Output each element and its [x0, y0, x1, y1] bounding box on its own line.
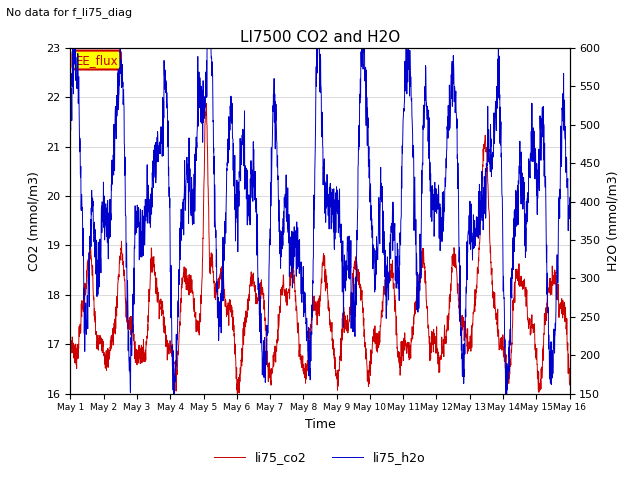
li75_co2: [234, 391, 241, 396]
li75_h2o: [206, 45, 214, 51]
Legend: li75_co2, li75_h2o: li75_co2, li75_h2o: [209, 446, 431, 469]
Title: LI7500 CO2 and H2O: LI7500 CO2 and H2O: [240, 30, 400, 46]
Text: No data for f_li75_diag: No data for f_li75_diag: [6, 7, 132, 18]
Text: EE_flux: EE_flux: [76, 54, 118, 67]
li75_co2: [465, 339, 473, 345]
li75_h2o: [522, 249, 530, 254]
li75_co2: [566, 382, 573, 388]
Line: li75_h2o: li75_h2o: [70, 48, 570, 394]
X-axis label: Time: Time: [305, 418, 335, 431]
li75_co2: [346, 316, 353, 322]
li75_co2: [335, 382, 342, 388]
li75_h2o: [170, 391, 177, 396]
Y-axis label: H2O (mmol/m3): H2O (mmol/m3): [606, 170, 619, 271]
li75_h2o: [465, 213, 473, 218]
li75_h2o: [536, 153, 543, 159]
li75_h2o: [67, 113, 74, 119]
li75_co2: [522, 284, 530, 290]
li75_co2: [536, 381, 543, 387]
li75_h2o: [346, 256, 353, 262]
Line: li75_co2: li75_co2: [70, 104, 570, 394]
Y-axis label: CO2 (mmol/m3): CO2 (mmol/m3): [28, 171, 41, 271]
li75_co2: [202, 101, 210, 107]
li75_h2o: [566, 195, 573, 201]
li75_co2: [206, 269, 214, 275]
li75_h2o: [335, 230, 342, 236]
li75_co2: [67, 333, 74, 338]
li75_h2o: [69, 45, 77, 51]
